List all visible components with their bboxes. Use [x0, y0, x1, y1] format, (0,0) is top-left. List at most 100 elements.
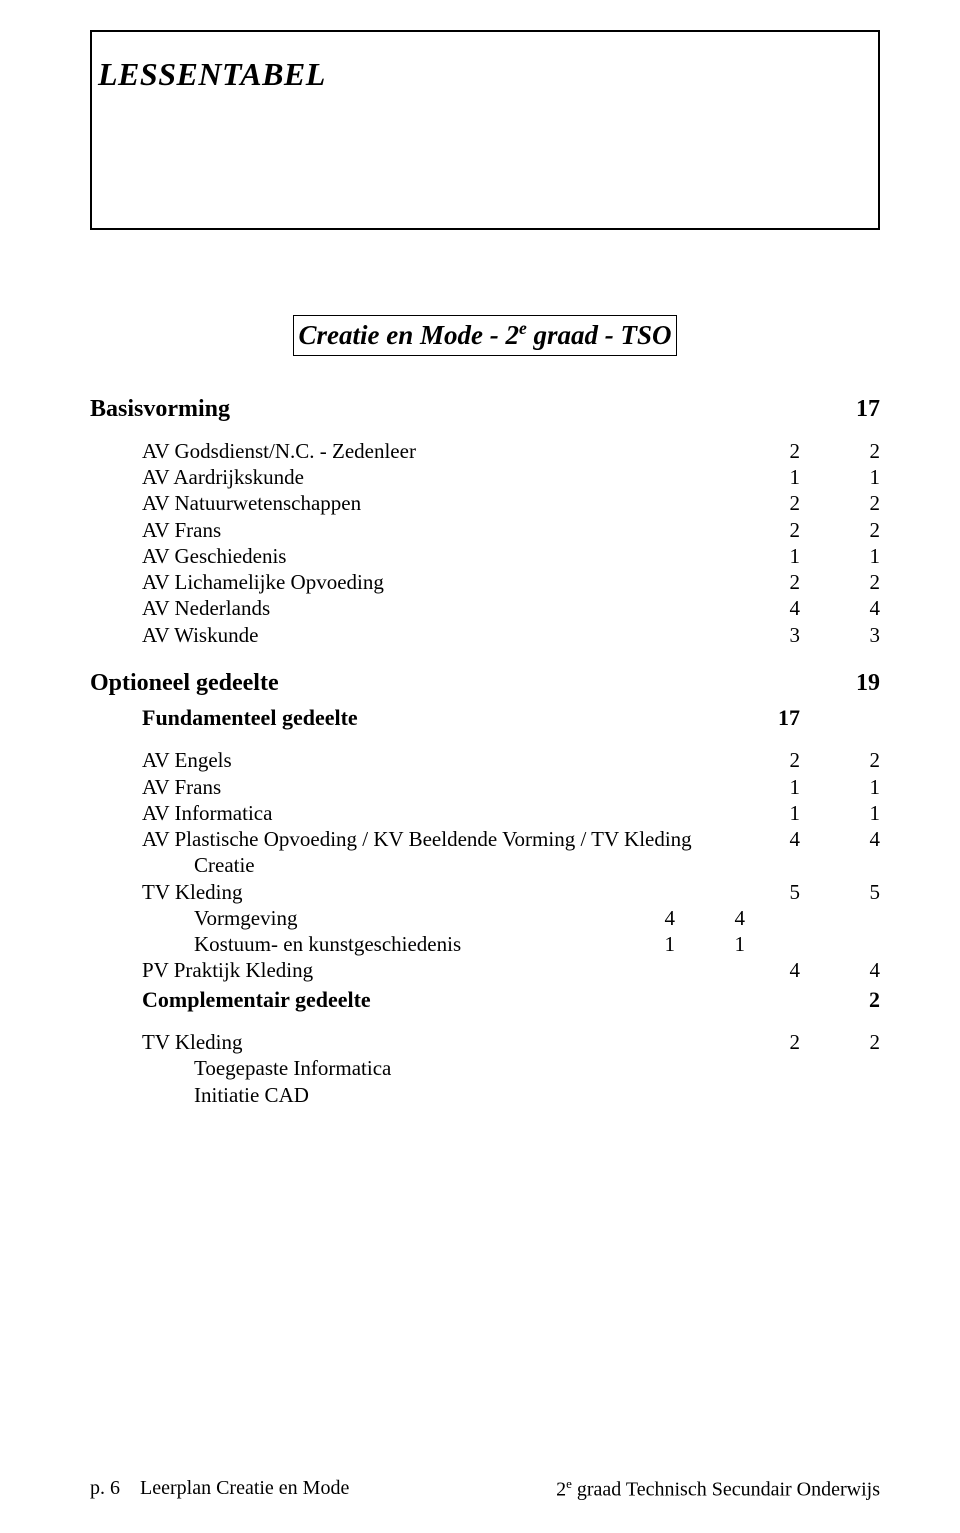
row-value-2: 4: [830, 826, 880, 852]
row-value-1: 3: [745, 622, 830, 648]
vormgeving-v2: 4: [705, 905, 745, 931]
table-row: AV Engels22: [90, 747, 880, 773]
complementair-total: 2: [830, 984, 880, 1020]
footer-right: 2e graad Technisch Secundair Onderwijs: [556, 1476, 880, 1503]
row-label: AV Nederlands: [90, 595, 745, 621]
basisvorming-header: Basisvorming 17: [90, 392, 880, 428]
row-label: AV Wiskunde: [90, 622, 745, 648]
kostuum-v2: 1: [705, 931, 745, 957]
table-row: AV Plastische Opvoeding / KV Beeldende V…: [90, 826, 880, 852]
table-row: AV Wiskunde33: [90, 622, 880, 648]
tv-kleding2-row: TV Kleding 2 2: [90, 1029, 880, 1055]
row-value-1: 1: [745, 543, 830, 569]
row-value-2: 1: [830, 774, 880, 800]
optioneel-label: Optioneel gedeelte: [90, 666, 745, 702]
table-row: AV Godsdienst/N.C. - Zedenleer22: [90, 438, 880, 464]
fundamenteel-label: Fundamenteel gedeelte: [90, 702, 745, 738]
footer-left-text: Leerplan Creatie en Mode: [140, 1477, 349, 1499]
row-value-2: 1: [830, 543, 880, 569]
row-value-1: 1: [745, 800, 830, 826]
row-label: AV Engels: [90, 747, 745, 773]
table-row: AV Frans22: [90, 517, 880, 543]
row-value-1: 2: [745, 517, 830, 543]
row-value-1: 4: [745, 826, 830, 852]
kostuum-label: Kostuum- en kunstgeschiedenis: [194, 931, 620, 957]
toegepaste-row: Toegepaste Informatica: [90, 1055, 880, 1081]
row-value-2: 4: [830, 595, 880, 621]
kostuum-row: Kostuum- en kunstgeschiedenis 1 1: [90, 931, 880, 957]
subtitle-suffix: graad - TSO: [527, 320, 672, 350]
row-value-2: 2: [830, 569, 880, 595]
subtitle-sup: e: [519, 318, 527, 338]
lessons-table: Basisvorming 17 AV Godsdienst/N.C. - Zed…: [90, 392, 880, 1108]
row-value-2: 3: [830, 622, 880, 648]
row-label: AV Geschiedenis: [90, 543, 745, 569]
title-box: LESSENTABEL: [90, 30, 880, 230]
row-value-2: 2: [830, 438, 880, 464]
page-footer: p. 6 Leerplan Creatie en Mode 2e graad T…: [90, 1476, 880, 1503]
table-row: AV Lichamelijke Opvoeding22: [90, 569, 880, 595]
tv-kleding-v2: 5: [830, 879, 880, 905]
subtitle-wrap: Creatie en Mode - 2e graad - TSO: [90, 315, 880, 356]
row-value-1: 1: [745, 464, 830, 490]
fundamenteel-header: Fundamenteel gedeelte 17: [90, 702, 880, 738]
subtitle: Creatie en Mode - 2e graad - TSO: [293, 315, 676, 356]
table-row: AV Frans11: [90, 774, 880, 800]
table-row: AV Natuurwetenschappen22: [90, 490, 880, 516]
vormgeving-v1: 4: [620, 905, 705, 931]
row-label: AV Informatica: [90, 800, 745, 826]
row-value-1: 2: [745, 438, 830, 464]
page-title: LESSENTABEL: [98, 54, 872, 94]
vormgeving-label: Vormgeving: [194, 905, 620, 931]
row-value-1: 2: [745, 747, 830, 773]
tv-kleding2-v1: 2: [745, 1029, 830, 1055]
row-label: AV Lichamelijke Opvoeding: [90, 569, 745, 595]
row-label: AV Frans: [90, 517, 745, 543]
row-label: AV Frans: [90, 774, 745, 800]
fundamenteel-total: 17: [745, 702, 830, 738]
toegepaste-label: Toegepaste Informatica: [90, 1055, 745, 1081]
row-value-1: 2: [745, 569, 830, 595]
row-label: AV Aardrijkskunde: [90, 464, 745, 490]
row-value-1: 1: [745, 774, 830, 800]
tv-kleding-row: TV Kleding 5 5: [90, 879, 880, 905]
table-row: AV Aardrijkskunde11: [90, 464, 880, 490]
complementair-header: Complementair gedeelte 2: [90, 984, 880, 1020]
optioneel-total: 19: [830, 666, 880, 702]
footer-left: p. 6 Leerplan Creatie en Mode: [90, 1476, 349, 1501]
optioneel-header: Optioneel gedeelte 19: [90, 666, 880, 702]
row-value-1: 4: [745, 595, 830, 621]
row-value-1: 2: [745, 490, 830, 516]
creatie-row: Creatie: [90, 852, 880, 878]
tv-kleding-v1: 5: [745, 879, 830, 905]
row-value-2: 1: [830, 800, 880, 826]
footer-right-prefix: 2: [556, 1479, 566, 1501]
tv-kleding2-v2: 2: [830, 1029, 880, 1055]
pv-praktijk-v2: 4: [830, 957, 880, 983]
kostuum-v1: 1: [620, 931, 705, 957]
table-row: AV Informatica11: [90, 800, 880, 826]
row-label: AV Godsdienst/N.C. - Zedenleer: [90, 438, 745, 464]
footer-right-suffix: graad Technisch Secundair Onderwijs: [572, 1479, 880, 1501]
row-value-2: 1: [830, 464, 880, 490]
pv-praktijk-row: PV Praktijk Kleding 4 4: [90, 957, 880, 983]
document-page: LESSENTABEL Creatie en Mode - 2e graad -…: [0, 0, 960, 1533]
initiatie-row: Initiatie CAD: [90, 1082, 880, 1108]
row-value-2: 2: [830, 747, 880, 773]
basisvorming-label: Basisvorming: [90, 392, 745, 428]
row-label: AV Natuurwetenschappen: [90, 490, 745, 516]
table-row: AV Geschiedenis11: [90, 543, 880, 569]
basisvorming-total: 17: [830, 392, 880, 428]
tv-kleding2-label: TV Kleding: [90, 1029, 745, 1055]
row-value-2: 2: [830, 490, 880, 516]
pv-praktijk-v1: 4: [745, 957, 830, 983]
subtitle-prefix: Creatie en Mode - 2: [298, 320, 518, 350]
table-row: AV Nederlands44: [90, 595, 880, 621]
initiatie-label: Initiatie CAD: [90, 1082, 745, 1108]
row-value-2: 2: [830, 517, 880, 543]
complementair-label: Complementair gedeelte: [90, 984, 745, 1020]
row-label: AV Plastische Opvoeding / KV Beeldende V…: [90, 826, 745, 852]
vormgeving-row: Vormgeving 4 4: [90, 905, 880, 931]
pv-praktijk-label: PV Praktijk Kleding: [90, 957, 745, 983]
footer-page-num: p. 6: [90, 1477, 120, 1499]
